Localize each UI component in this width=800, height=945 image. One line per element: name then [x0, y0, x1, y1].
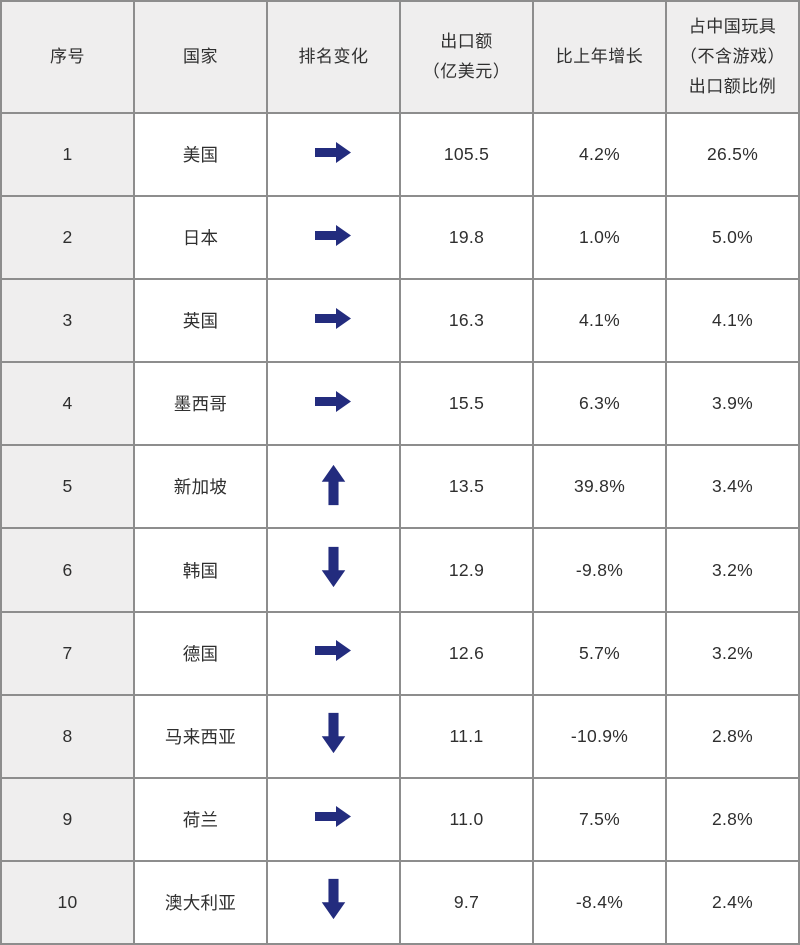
growth-cell: 39.8% [532, 444, 667, 530]
country-cell: 荷兰 [133, 776, 268, 862]
growth-cell: -8.4% [532, 859, 667, 945]
rank-change-cell [266, 111, 401, 198]
col-header-export-value: 出口额 （亿美元） [399, 0, 534, 114]
table-row: 4 墨西哥 15.5 6.3% 3.9% [0, 361, 800, 447]
export-value-cell: 12.6 [399, 610, 534, 696]
rank-change-arrow-icon [315, 389, 352, 414]
export-value-cell: 9.7 [399, 859, 534, 945]
rank-change-arrow-icon [315, 306, 352, 331]
rank-cell: 2 [0, 195, 135, 281]
table-row: 10 澳大利亚 9.7 -8.4% 2.4% [0, 859, 800, 945]
share-cell: 2.8% [665, 776, 800, 862]
growth-cell: 1.0% [532, 195, 667, 281]
growth-cell: 7.5% [532, 776, 667, 862]
rank-cell: 7 [0, 610, 135, 696]
header-row: 序号 国家 排名变化 出口额 （亿美元） 比上年增长 占中国玩具 （不含游戏） … [0, 0, 800, 114]
country-cell: 韩国 [133, 527, 268, 613]
rank-cell: 8 [0, 693, 135, 779]
rank-change-cell [266, 195, 401, 281]
share-cell: 2.4% [665, 859, 800, 945]
rank-cell: 5 [0, 444, 135, 530]
export-value-cell: 11.1 [399, 693, 534, 779]
table-row: 1 美国 105.5 4.2% 26.5% [0, 111, 800, 198]
growth-cell: 4.2% [532, 111, 667, 198]
rank-change-arrow-icon [315, 464, 352, 506]
rank-change-cell [266, 693, 401, 779]
table-row: 2 日本 19.8 1.0% 5.0% [0, 195, 800, 281]
rank-change-cell [266, 610, 401, 696]
rank-change-arrow-icon [315, 140, 352, 165]
share-cell: 26.5% [665, 111, 800, 198]
share-cell: 5.0% [665, 195, 800, 281]
rank-change-arrow-icon [315, 638, 352, 663]
table-row: 8 马来西亚 11.1 -10.9% 2.8% [0, 693, 800, 779]
share-cell: 4.1% [665, 278, 800, 364]
table-body: 1 美国 105.5 4.2% 26.5% 2 日本 [0, 111, 800, 945]
export-value-cell: 105.5 [399, 111, 534, 198]
share-cell: 2.8% [665, 693, 800, 779]
rank-change-arrow-icon [315, 712, 352, 754]
table-row: 3 英国 16.3 4.1% 4.1% [0, 278, 800, 364]
share-cell: 3.4% [665, 444, 800, 530]
rank-cell: 10 [0, 859, 135, 945]
growth-cell: 6.3% [532, 361, 667, 447]
export-value-cell: 16.3 [399, 278, 534, 364]
growth-cell: -9.8% [532, 527, 667, 613]
rank-cell: 3 [0, 278, 135, 364]
country-cell: 英国 [133, 278, 268, 364]
rank-change-cell [266, 776, 401, 862]
table-row: 5 新加坡 13.5 39.8% 3.4% [0, 444, 800, 530]
rank-change-arrow-icon [315, 804, 352, 829]
export-value-cell: 19.8 [399, 195, 534, 281]
export-value-cell: 12.9 [399, 527, 534, 613]
country-cell: 日本 [133, 195, 268, 281]
share-cell: 3.9% [665, 361, 800, 447]
rank-change-cell [266, 444, 401, 530]
export-value-cell: 11.0 [399, 776, 534, 862]
rank-change-cell [266, 361, 401, 447]
country-cell: 新加坡 [133, 444, 268, 530]
col-header-country: 国家 [133, 0, 268, 114]
rank-cell: 9 [0, 776, 135, 862]
table-row: 6 韩国 12.9 -9.8% 3.2% [0, 527, 800, 613]
country-cell: 澳大利亚 [133, 859, 268, 945]
col-header-rank-number: 序号 [0, 0, 135, 114]
table-row: 9 荷兰 11.0 7.5% 2.8% [0, 776, 800, 862]
growth-cell: 5.7% [532, 610, 667, 696]
country-cell: 马来西亚 [133, 693, 268, 779]
rank-change-arrow-icon [315, 879, 352, 920]
export-value-cell: 13.5 [399, 444, 534, 530]
share-cell: 3.2% [665, 610, 800, 696]
rank-cell: 4 [0, 361, 135, 447]
rank-cell: 6 [0, 527, 135, 613]
col-header-rank-change: 排名变化 [266, 0, 401, 114]
rank-change-arrow-icon [315, 223, 352, 248]
country-cell: 德国 [133, 610, 268, 696]
rank-change-cell [266, 527, 401, 613]
rank-change-arrow-icon [315, 546, 352, 588]
export-value-cell: 15.5 [399, 361, 534, 447]
country-cell: 墨西哥 [133, 361, 268, 447]
table-row: 7 德国 12.6 5.7% 3.2% [0, 610, 800, 696]
col-header-yoy-growth: 比上年增长 [532, 0, 667, 114]
table-header: 序号 国家 排名变化 出口额 （亿美元） 比上年增长 占中国玩具 （不含游戏） … [0, 0, 800, 114]
growth-cell: 4.1% [532, 278, 667, 364]
rank-cell: 1 [0, 111, 135, 198]
rank-change-cell [266, 859, 401, 945]
col-header-share-of-china-exports: 占中国玩具 （不含游戏） 出口额比例 [665, 0, 800, 114]
share-cell: 3.2% [665, 527, 800, 613]
rank-change-cell [266, 278, 401, 364]
country-cell: 美国 [133, 111, 268, 198]
growth-cell: -10.9% [532, 693, 667, 779]
